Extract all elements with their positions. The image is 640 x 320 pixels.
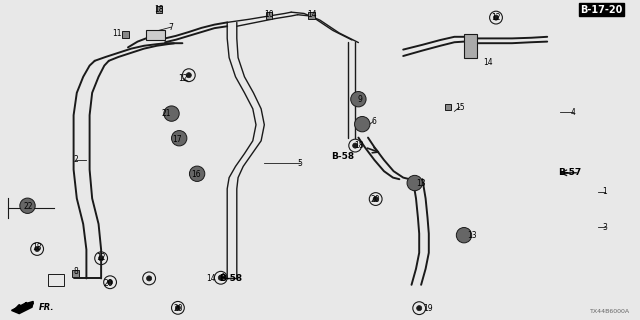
Text: 12: 12: [179, 74, 188, 83]
Text: 11: 11: [113, 29, 122, 38]
Bar: [146, 30, 165, 40]
Text: 21: 21: [162, 109, 171, 118]
Text: B-58: B-58: [332, 152, 355, 161]
Bar: [349, 144, 598, 317]
Bar: [308, 12, 315, 19]
Text: 13: 13: [467, 231, 477, 240]
Text: 12: 12: [97, 253, 106, 262]
Text: 2: 2: [73, 156, 78, 164]
Circle shape: [189, 166, 205, 181]
Text: 14: 14: [307, 10, 317, 19]
Bar: [72, 270, 79, 277]
Text: 1: 1: [602, 188, 607, 196]
Bar: [266, 12, 272, 19]
Text: 19: 19: [422, 304, 433, 313]
Circle shape: [353, 143, 358, 148]
Text: 12: 12: [492, 13, 500, 22]
Circle shape: [99, 256, 104, 261]
Bar: [464, 34, 477, 58]
Circle shape: [351, 92, 366, 107]
Circle shape: [456, 228, 472, 243]
Text: 3: 3: [602, 223, 607, 232]
Circle shape: [147, 276, 152, 281]
Polygon shape: [12, 301, 33, 314]
Circle shape: [20, 198, 35, 213]
Bar: [156, 6, 162, 13]
Circle shape: [172, 131, 187, 146]
Circle shape: [175, 305, 180, 310]
Text: TX44B6000A: TX44B6000A: [590, 308, 630, 314]
Circle shape: [493, 15, 499, 20]
Circle shape: [164, 106, 179, 121]
Text: 22: 22: [24, 202, 33, 211]
Text: 13: 13: [416, 180, 426, 188]
Text: 18: 18: [33, 244, 42, 252]
Text: FR.: FR.: [38, 303, 54, 312]
Text: 16: 16: [191, 170, 201, 179]
Circle shape: [218, 275, 223, 280]
Bar: [342, 3, 560, 134]
Text: 10: 10: [264, 10, 274, 19]
Text: 9: 9: [357, 95, 362, 104]
Circle shape: [355, 116, 370, 132]
Text: B-17-20: B-17-20: [580, 4, 623, 15]
Text: 20: 20: [104, 279, 114, 288]
Bar: [61, 19, 304, 317]
Text: 6: 6: [371, 117, 376, 126]
Circle shape: [407, 175, 422, 191]
Text: B-57: B-57: [558, 168, 581, 177]
Bar: [48, 274, 64, 286]
Circle shape: [186, 73, 191, 78]
Circle shape: [417, 306, 422, 311]
Text: 4: 4: [570, 108, 575, 116]
Text: 8: 8: [73, 268, 78, 276]
Bar: [445, 104, 451, 110]
Text: 20: 20: [371, 196, 381, 204]
Bar: [400, 3, 560, 128]
Text: 14: 14: [206, 274, 216, 283]
Circle shape: [35, 246, 40, 252]
Bar: [163, 22, 294, 93]
Text: 14: 14: [483, 58, 493, 67]
Bar: [122, 31, 129, 38]
Text: 18: 18: [355, 141, 364, 150]
Text: 18: 18: [154, 5, 163, 14]
Text: 15: 15: [454, 103, 465, 112]
Circle shape: [108, 280, 113, 285]
Text: 7: 7: [168, 23, 173, 32]
Text: 20: 20: [173, 304, 183, 313]
Text: B-17-20: B-17-20: [582, 7, 621, 16]
Text: 5: 5: [297, 159, 302, 168]
Text: 17: 17: [172, 135, 182, 144]
Circle shape: [373, 196, 378, 202]
Text: B-58: B-58: [219, 274, 242, 283]
